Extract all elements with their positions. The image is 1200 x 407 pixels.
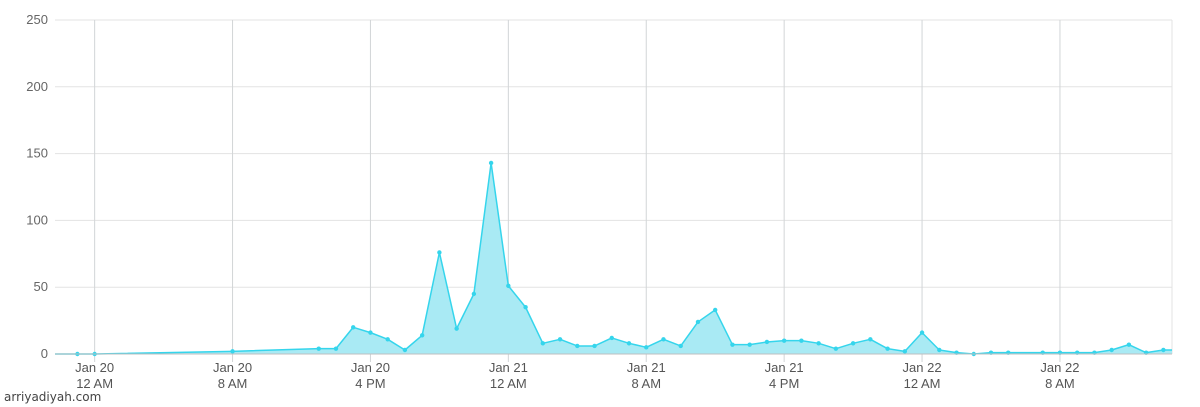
data-point <box>316 346 321 351</box>
x-tick-label: Jan 214 PM <box>765 360 804 391</box>
data-point <box>368 330 373 335</box>
x-tick-label-date: Jan 21 <box>489 360 528 375</box>
x-tick-label-time: 12 AM <box>490 376 527 391</box>
data-point <box>488 160 494 166</box>
y-tick-label: 100 <box>26 212 48 227</box>
x-tick-label-date: Jan 20 <box>351 360 390 375</box>
data-point <box>1126 342 1132 347</box>
series-area-fill <box>55 162 1172 354</box>
data-point <box>799 338 804 343</box>
data-point <box>506 283 511 289</box>
series-line <box>55 162 1172 355</box>
y-tick-label: 200 <box>26 79 48 94</box>
watermark-text: arriyadiyah.com <box>4 390 101 404</box>
x-tick-label: Jan 218 AM <box>627 360 666 391</box>
data-point <box>885 346 890 351</box>
data-point <box>609 335 614 341</box>
y-tick-label: 150 <box>26 146 48 161</box>
data-point <box>1161 347 1166 353</box>
data-point <box>713 307 718 313</box>
data-point <box>850 341 856 346</box>
data-point <box>626 341 632 346</box>
data-point <box>868 337 873 342</box>
y-tick-label: 0 <box>41 346 48 361</box>
x-tick-label-time: 12 AM <box>76 376 113 391</box>
x-tick-label-time: 4 PM <box>355 376 385 391</box>
x-tick-label-time: 8 AM <box>218 376 248 391</box>
data-point <box>1109 347 1114 353</box>
data-point <box>437 250 442 255</box>
x-tick-label-date: Jan 20 <box>75 360 114 375</box>
x-tick-label-time: 12 AM <box>904 376 941 391</box>
data-point <box>902 349 908 354</box>
x-tick-label: Jan 228 AM <box>1040 360 1079 391</box>
data-point <box>385 337 390 342</box>
data-point <box>919 330 925 335</box>
data-point <box>661 337 666 342</box>
area-layer <box>55 162 1172 355</box>
data-point <box>230 349 235 354</box>
data-point <box>592 343 597 349</box>
data-point <box>747 342 752 347</box>
data-point <box>575 343 580 349</box>
data-point <box>695 319 701 325</box>
y-axis-labels: 0 50 100 150 200 250 <box>26 12 48 361</box>
data-point <box>419 333 425 338</box>
points-layer <box>75 160 1166 357</box>
x-tick-label-time: 8 AM <box>1045 376 1075 391</box>
data-point <box>764 339 770 345</box>
x-tick-label-date: Jan 22 <box>903 360 942 375</box>
x-tick-label: Jan 204 PM <box>351 360 390 391</box>
data-point <box>644 345 649 350</box>
y-tick-label: 250 <box>26 12 48 27</box>
data-point <box>333 346 339 351</box>
data-point <box>781 338 787 343</box>
data-point <box>351 325 356 330</box>
x-tick-label-date: Jan 21 <box>765 360 804 375</box>
data-point <box>523 305 528 310</box>
data-point <box>540 341 546 346</box>
y-tick-label: 50 <box>34 279 48 294</box>
grid-layer <box>55 19 1173 362</box>
data-point <box>454 326 459 331</box>
x-tick-label-date: Jan 20 <box>213 360 252 375</box>
x-tick-label-time: 4 PM <box>769 376 799 391</box>
x-tick-label: Jan 208 AM <box>213 360 252 391</box>
x-tick-label-date: Jan 22 <box>1040 360 1079 375</box>
data-point <box>833 346 839 351</box>
data-point <box>730 342 735 347</box>
data-point <box>402 347 408 353</box>
data-point <box>678 343 683 349</box>
data-point <box>816 341 821 346</box>
x-tick-label-date: Jan 21 <box>627 360 666 375</box>
data-point <box>471 291 477 297</box>
data-point <box>937 347 942 353</box>
x-tick-label-time: 8 AM <box>631 376 661 391</box>
data-point <box>557 337 563 342</box>
